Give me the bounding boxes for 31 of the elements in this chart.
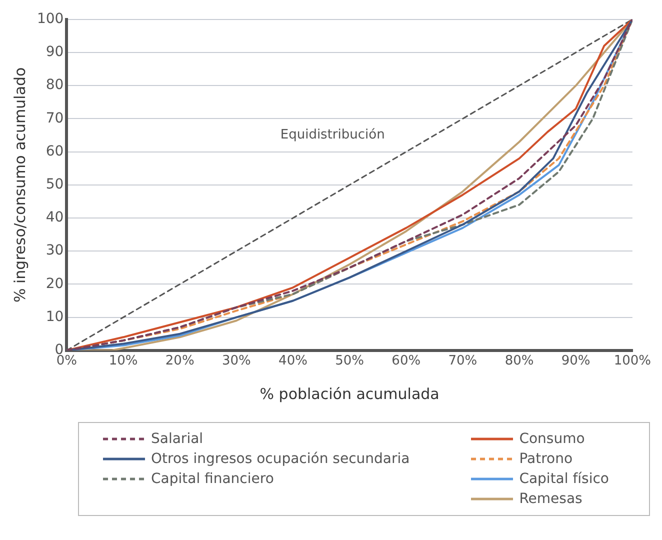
- y-tick-label: 70: [46, 110, 64, 126]
- legend-label: Capital financiero: [151, 470, 274, 489]
- y-axis-title: % ingreso/consumo acumulado: [10, 67, 29, 303]
- y-tick-label: 50: [46, 176, 64, 193]
- legend-label: Capital físico: [519, 470, 609, 489]
- y-tick-label: 20: [46, 276, 64, 292]
- x-tick-label: 80%: [504, 354, 534, 369]
- line-series: [66, 19, 632, 350]
- y-tick-label: 80: [46, 77, 64, 94]
- legend-label: Salarial: [151, 430, 204, 449]
- y-tick-label: 100: [36, 11, 64, 28]
- x-tick-label: 20%: [165, 354, 194, 369]
- x-tick-label: 90%: [561, 354, 590, 369]
- y-tick-label: 90: [46, 44, 64, 60]
- x-tick-label: 10%: [108, 354, 138, 369]
- legend-label: Otros ingresos ocupación secundaria: [151, 450, 410, 469]
- legend-label: Consumo: [519, 430, 585, 449]
- legend-label: Patrono: [519, 450, 573, 469]
- y-tick-label: 40: [46, 210, 64, 226]
- y-tick-label: 30: [46, 242, 64, 259]
- y-tick-label: 10: [46, 308, 64, 325]
- x-tick-label: 70%: [448, 354, 478, 369]
- x-axis-title: % población acumulada: [260, 384, 440, 403]
- x-tick-label: 40%: [278, 354, 308, 369]
- x-tick-label: 60%: [392, 354, 421, 369]
- annotation: Equidistribución: [280, 128, 385, 143]
- legend-label: Remesas: [519, 490, 582, 509]
- x-tick-label: 100%: [614, 354, 652, 369]
- x-tick-label: 30%: [222, 354, 251, 369]
- x-tick-label: 50%: [335, 354, 364, 369]
- y-tick-label: 60: [46, 143, 64, 160]
